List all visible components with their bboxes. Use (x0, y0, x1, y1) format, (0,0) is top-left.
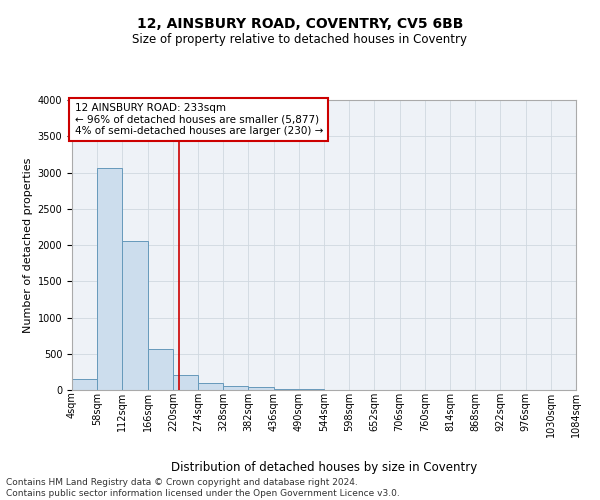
Text: 12, AINSBURY ROAD, COVENTRY, CV5 6BB: 12, AINSBURY ROAD, COVENTRY, CV5 6BB (137, 18, 463, 32)
Bar (97, 168, 122, 390)
Bar (72, 379, 97, 390)
Bar (122, 240, 148, 390)
Text: 12 AINSBURY ROAD: 233sqm
← 96% of detached houses are smaller (5,877)
4% of semi: 12 AINSBURY ROAD: 233sqm ← 96% of detach… (74, 103, 323, 136)
Bar (173, 375, 198, 390)
Bar (148, 350, 173, 390)
Bar (223, 386, 248, 390)
Y-axis label: Number of detached properties: Number of detached properties (23, 158, 34, 332)
Text: Size of property relative to detached houses in Coventry: Size of property relative to detached ho… (133, 32, 467, 46)
Text: Distribution of detached houses by size in Coventry: Distribution of detached houses by size … (171, 461, 477, 474)
Bar (198, 384, 223, 390)
Bar (248, 388, 274, 390)
Bar (274, 388, 299, 390)
Text: Contains HM Land Registry data © Crown copyright and database right 2024.
Contai: Contains HM Land Registry data © Crown c… (6, 478, 400, 498)
